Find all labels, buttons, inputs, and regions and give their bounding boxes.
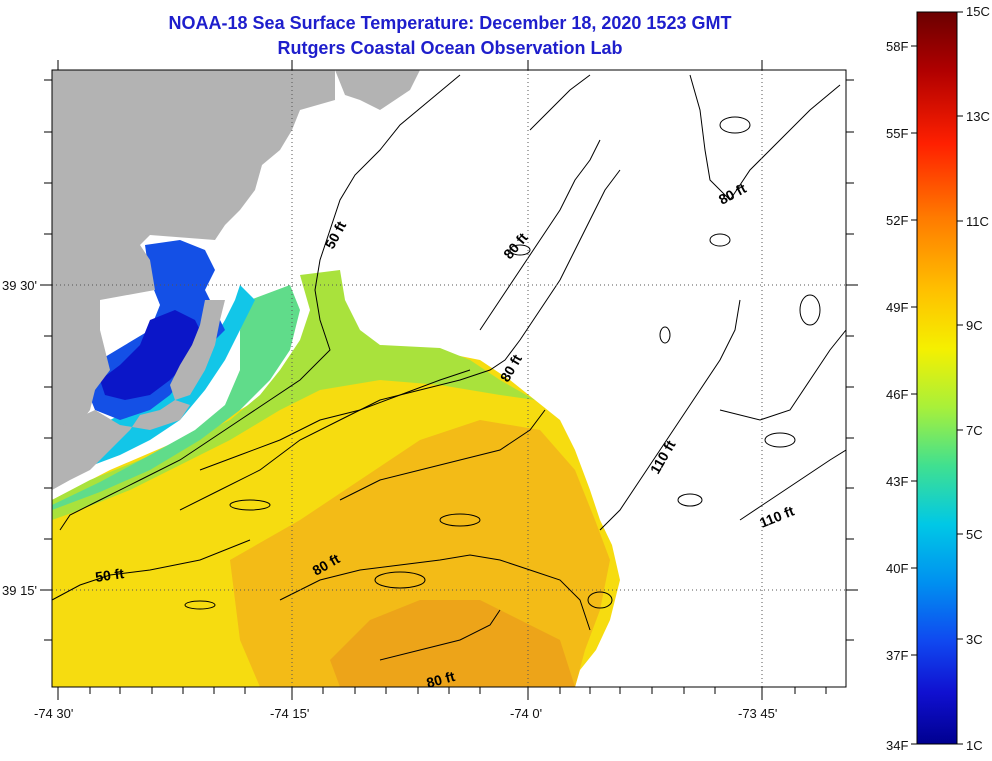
graticule	[52, 70, 846, 687]
cbar-f-37: 37F	[886, 648, 908, 663]
sst-green-band	[52, 285, 300, 510]
cbar-f-46: 46F	[886, 387, 908, 402]
map-subtitle: Rutgers Coastal Ocean Observation Lab	[277, 38, 623, 58]
lon-label-7415: -74 15'	[270, 706, 309, 721]
cbar-c-9: 9C	[966, 318, 983, 333]
contour-80ft-mid	[199, 369, 471, 471]
cbar-c-5: 5C	[966, 527, 983, 542]
cbar-f-55: 55F	[886, 126, 908, 141]
lon-label-7400: -74 0'	[510, 706, 542, 721]
colorbar-ticks	[911, 11, 963, 745]
contour-80ft-southeast	[379, 609, 501, 661]
sst-coldest-water	[100, 310, 205, 400]
contour-label-80ft-south: 80 ft	[425, 668, 457, 691]
land-new-jersey	[52, 70, 335, 430]
axis-ticks	[40, 60, 858, 700]
lat-label-3915: 39 15'	[2, 583, 37, 598]
sst-deep-orange	[330, 600, 575, 687]
bathymetry-contours	[52, 74, 846, 661]
land-south-jersey	[52, 400, 190, 490]
cbar-f-52: 52F	[886, 213, 908, 228]
colorbar-fahrenheit-labels: 58F 55F 52F 49F 46F 43F 40F 37F 34F	[886, 39, 908, 753]
land-north-fragments	[335, 70, 420, 110]
cbar-c-1: 1C	[966, 738, 983, 753]
cbar-c-7: 7C	[966, 423, 983, 438]
map-title: NOAA-18 Sea Surface Temperature: Decembe…	[168, 13, 732, 33]
cbar-c-3: 3C	[966, 632, 983, 647]
contour-80ft-west	[179, 169, 621, 511]
contour-50ft-south	[52, 539, 251, 601]
cbar-f-40: 40F	[886, 561, 908, 576]
cbar-c-13: 13C	[966, 109, 990, 124]
colorbar-celsius-labels: 15C 13C 11C 9C 7C 5C 3C 1C	[966, 4, 990, 753]
lon-label-7345: -73 45'	[738, 706, 777, 721]
contour-ridge-east	[479, 139, 601, 331]
contour-80ft-northeast	[689, 74, 841, 201]
sst-cool-band	[52, 270, 535, 520]
cbar-f-49: 49F	[886, 300, 908, 315]
contour-110ft-east-2	[719, 329, 846, 421]
contour-50ft-north	[59, 74, 461, 531]
cbar-f-34: 34F	[886, 738, 908, 753]
colorbar	[916, 11, 958, 745]
contour-80ft-inner	[339, 409, 546, 501]
contour-110ft-east	[739, 449, 846, 521]
contour-80ft-north-ridge	[529, 74, 591, 131]
land-barrier-island	[170, 300, 225, 400]
lat-label-3930: 39 30'	[2, 278, 37, 293]
cbar-f-58: 58F	[886, 39, 908, 54]
cbar-c-11: 11C	[966, 214, 989, 229]
contour-110ft	[599, 299, 741, 531]
cbar-c-15: 15C	[966, 4, 990, 19]
contour-80ft-south	[279, 554, 591, 631]
contour-label-50ft-south: 50 ft	[94, 565, 125, 585]
lon-label-7430: -74 30'	[34, 706, 73, 721]
cbar-f-43: 43F	[886, 474, 908, 489]
